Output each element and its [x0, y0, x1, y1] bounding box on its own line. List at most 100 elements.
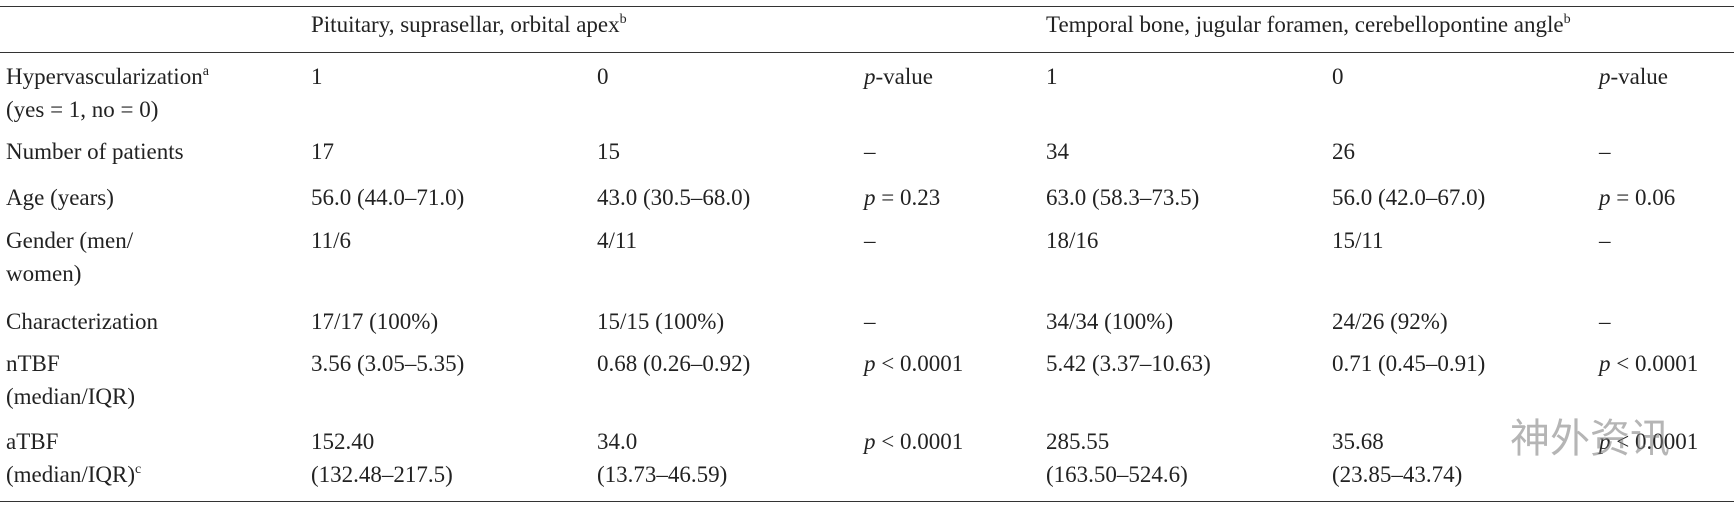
cell-line: (median/IQR)c	[6, 458, 141, 491]
cell-line: –	[864, 309, 876, 334]
table-cell: p-value	[1599, 60, 1668, 93]
cell-line: p < 0.0001	[864, 351, 964, 376]
cell-line: 24/26 (92%)	[1332, 309, 1448, 334]
table-cell: 15/11	[1332, 224, 1384, 257]
text: Pituitary, suprasellar, orbital apex	[311, 12, 620, 37]
cell-line: Characterization	[6, 309, 158, 334]
table-cell: p-value	[864, 60, 933, 93]
table-cell: 63.0 (58.3–73.5)	[1046, 181, 1199, 214]
cell-line: 3.56 (3.05–5.35)	[311, 351, 465, 376]
table-cell: p = 0.23	[864, 181, 940, 214]
table-cell: 0.68 (0.26–0.92)	[597, 347, 750, 380]
cell-line: 5.42 (3.37–10.63)	[1046, 351, 1211, 376]
table-cell: 26	[1332, 135, 1355, 168]
bottom-rule	[0, 501, 1734, 502]
table-cell: 0.71 (0.45–0.91)	[1332, 347, 1485, 380]
column-group-header: Pituitary, suprasellar, orbital apexb	[311, 8, 627, 41]
cell-line: 15/11	[1332, 228, 1384, 253]
table-cell: 56.0 (42.0–67.0)	[1332, 181, 1485, 214]
table-cell: –	[1599, 224, 1611, 257]
cell-line: 63.0 (58.3–73.5)	[1046, 185, 1200, 210]
cell-line: (median/IQR)	[6, 384, 136, 409]
row-label: Hypervascularizationa (yes = 1, no = 0)	[6, 60, 209, 126]
cell-line: women)	[6, 261, 82, 286]
cell-line: 35.68	[1332, 429, 1384, 454]
cell-line: 0	[1332, 64, 1344, 89]
text: (median/IQR)	[6, 462, 136, 487]
table-cell: 17	[311, 135, 334, 168]
row-label: Characterization	[6, 305, 158, 338]
cell-line: (yes = 1, no = 0)	[6, 97, 159, 122]
table-cell: –	[864, 135, 876, 168]
table-cell: 35.68 (23.85–43.74)	[1332, 425, 1462, 491]
cell-line: (132.48–217.5)	[311, 462, 453, 487]
watermark: 神外资讯	[1510, 416, 1670, 462]
header-rule	[0, 52, 1734, 53]
table-cell: 15/15 (100%)	[597, 305, 724, 338]
table-cell: 152.40 (132.48–217.5)	[311, 425, 453, 491]
footnote-mark: a	[202, 64, 209, 79]
cell-line: 34.0	[597, 429, 638, 454]
footnote-mark: b	[1563, 12, 1571, 27]
column-group-header: Temporal bone, jugular foramen, cerebell…	[1046, 8, 1571, 41]
row-label: Age (years)	[6, 181, 114, 214]
cell-line: Gender (men/	[6, 228, 134, 253]
table-cell: –	[864, 305, 876, 338]
row-label: Gender (men/women)	[6, 224, 133, 290]
table-cell: 18/16	[1046, 224, 1098, 257]
table-cell: p < 0.0001	[864, 347, 963, 380]
cell-line: –	[1599, 139, 1611, 164]
table-cell: –	[1599, 135, 1611, 168]
cell-line: 1	[1046, 64, 1058, 89]
cell-line: 4/11	[597, 228, 638, 253]
cell-line: p < 0.0001	[1599, 351, 1699, 376]
row-label: aTBF (median/IQR)c	[6, 425, 141, 491]
cell-line: 34/34 (100%)	[1046, 309, 1174, 334]
cell-line: 17/17 (100%)	[311, 309, 439, 334]
table-cell: 24/26 (92%)	[1332, 305, 1448, 338]
table-cell: 1	[311, 60, 323, 93]
cell-line: 285.55	[1046, 429, 1110, 454]
row-label: nTBF (median/IQR)	[6, 347, 135, 413]
table-cell: 1	[1046, 60, 1058, 93]
cell-line: –	[864, 139, 876, 164]
table-cell: 15	[597, 135, 620, 168]
cell-line: 17	[311, 139, 334, 164]
table-cell: –	[864, 224, 876, 257]
cell-line: nTBF	[6, 351, 60, 376]
cell-line: Number of patients	[6, 139, 184, 164]
table-cell: 56.0 (44.0–71.0)	[311, 181, 464, 214]
table-cell: 0	[1332, 60, 1344, 93]
footnote-mark: b	[619, 12, 627, 27]
row-label: Number of patients	[6, 135, 184, 168]
cell-line: (163.50–524.6)	[1046, 462, 1188, 487]
table-cell: –	[1599, 305, 1611, 338]
cell-line: 18/16	[1046, 228, 1099, 253]
cell-line: 15	[597, 139, 620, 164]
cell-line: 56.0 (42.0–67.0)	[1332, 185, 1486, 210]
cell-line: 15/15 (100%)	[597, 309, 725, 334]
cell-line: Age (years)	[6, 185, 114, 210]
table-cell: 5.42 (3.37–10.63)	[1046, 347, 1211, 380]
cell-line: p = 0.23	[864, 185, 941, 210]
cell-line: 0	[597, 64, 609, 89]
table-cell: 43.0 (30.5–68.0)	[597, 181, 750, 214]
cell-line: 56.0 (44.0–71.0)	[311, 185, 465, 210]
cell-line: –	[1599, 228, 1611, 253]
cell-line: 26	[1332, 139, 1355, 164]
cell-line: 0.71 (0.45–0.91)	[1332, 351, 1486, 376]
table-cell: p < 0.0001	[864, 425, 963, 458]
table-cell: 3.56 (3.05–5.35)	[311, 347, 464, 380]
table-cell: p < 0.0001	[1599, 347, 1698, 380]
cell-line: (23.85–43.74)	[1332, 462, 1463, 487]
top-rule	[0, 6, 1734, 7]
cell-line: Hypervascularizationa	[6, 60, 209, 93]
text: Hypervascularization	[6, 64, 203, 89]
cell-line: 43.0 (30.5–68.0)	[597, 185, 751, 210]
text: Temporal bone, jugular foramen, cerebell…	[1046, 12, 1564, 37]
table-cell: p < 0.0001	[1599, 425, 1698, 458]
footnote-mark: c	[135, 462, 142, 477]
cell-line: p < 0.0001	[864, 429, 964, 454]
cell-line: p-value	[1599, 64, 1668, 89]
